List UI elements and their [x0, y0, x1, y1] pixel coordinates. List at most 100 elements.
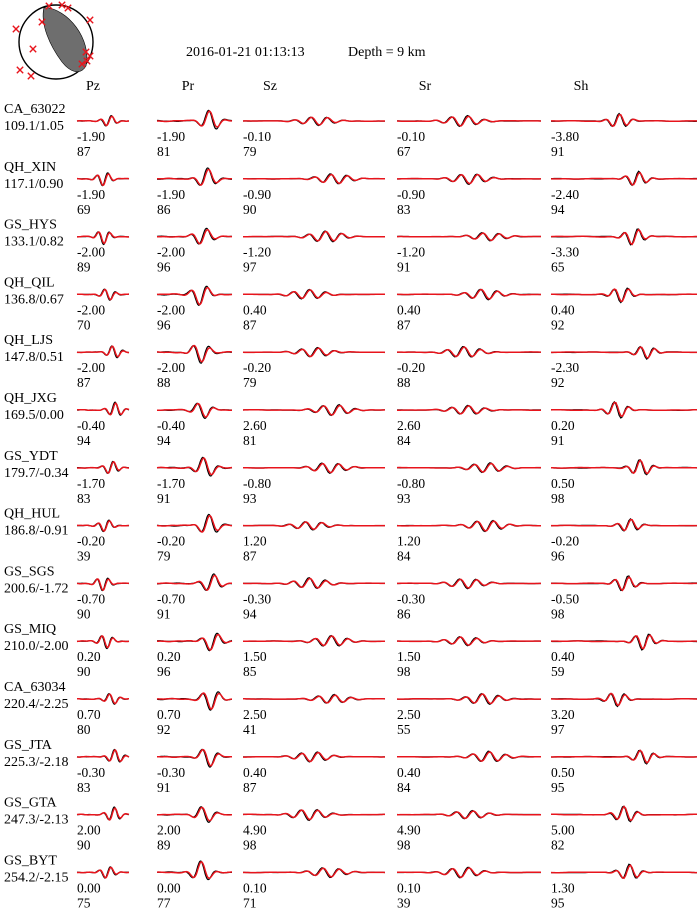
synthetic-trace	[551, 459, 698, 475]
synthetic-trace	[77, 288, 129, 301]
time-shift-label: -1.90	[77, 129, 105, 144]
synthetic-trace	[76, 345, 130, 358]
time-shift-label: 0.70	[157, 707, 181, 722]
station-row: GS_MIQ210.0/-2.000.20900.20961.50851.509…	[4, 622, 698, 679]
synthetic-trace	[551, 576, 697, 592]
synthetic-trace	[550, 864, 697, 880]
station-azimuth-distance: 200.6/-1.72	[4, 581, 69, 596]
station-azimuth-distance: 169.5/0.00	[4, 408, 64, 423]
station-azimuth-distance: 136.8/0.67	[4, 292, 64, 307]
time-shift-label: 3.20	[551, 707, 575, 722]
correlation-label: 41	[243, 722, 257, 737]
time-shift-label: 2.50	[243, 707, 267, 722]
time-shift-label: -0.80	[397, 476, 425, 491]
time-shift-label: 2.50	[397, 707, 421, 722]
station-row: GS_YDT179.7/-0.34-1.7083-1.7091-0.8093-0…	[4, 449, 698, 506]
correlation-label: 91	[397, 260, 411, 275]
correlation-label: 87	[243, 549, 257, 564]
station-marker	[45, 2, 53, 10]
synthetic-trace	[242, 347, 386, 358]
station-azimuth-distance: 109.1/1.05	[4, 119, 64, 134]
time-shift-label: -0.20	[77, 534, 105, 549]
time-shift-label: 1.20	[397, 534, 421, 549]
time-shift-label: -0.30	[243, 591, 271, 606]
beachball-compressional-lobe	[42, 7, 88, 73]
station-name: GS_SGS	[4, 564, 55, 579]
time-shift-label: -0.80	[243, 476, 271, 491]
correlation-label: 90	[77, 664, 91, 679]
synthetic-trace	[157, 748, 232, 767]
synthetic-trace	[551, 634, 697, 650]
correlation-label: 79	[243, 144, 257, 159]
synthetic-trace	[397, 346, 541, 358]
time-shift-label: 0.40	[243, 302, 267, 317]
time-shift-label: 0.70	[77, 707, 101, 722]
correlation-label: 88	[157, 375, 171, 390]
correlation-label: 98	[397, 838, 411, 853]
synthetic-trace	[156, 514, 233, 533]
synthetic-trace	[157, 110, 233, 128]
time-shift-label: 0.40	[397, 765, 421, 780]
correlation-label: 85	[243, 664, 257, 679]
correlation-label: 92	[551, 317, 565, 332]
correlation-label: 91	[157, 606, 171, 621]
station-marker	[58, 1, 66, 9]
synthetic-trace	[242, 404, 386, 416]
correlation-label: 65	[551, 260, 565, 275]
synthetic-trace	[76, 461, 129, 474]
time-shift-label: -0.70	[157, 591, 185, 606]
synthetic-trace	[156, 692, 232, 710]
correlation-label: 87	[243, 780, 257, 795]
correlation-label: 88	[397, 375, 411, 390]
correlation-label: 69	[77, 202, 91, 217]
synthetic-trace	[397, 288, 541, 300]
station-azimuth-distance: 133.1/0.82	[4, 235, 64, 250]
correlation-label: 71	[243, 895, 257, 910]
station-row: QH_LJS147.8/0.51-2.0087-2.0088-0.2079-0.…	[4, 333, 697, 390]
correlation-label: 96	[551, 549, 565, 564]
station-row: QH_QIL136.8/0.67-2.0070-2.00960.40870.40…	[4, 275, 698, 332]
correlation-label: 55	[397, 722, 411, 737]
time-shift-label: 1.20	[243, 534, 267, 549]
station-name: CA_63034	[4, 680, 65, 695]
synthetic-trace	[551, 346, 697, 359]
time-shift-label: -1.20	[397, 245, 425, 260]
station-rows: CA_63022109.1/1.05-1.9087-1.9081-0.1079-…	[4, 102, 698, 910]
correlation-label: 92	[157, 722, 171, 737]
synthetic-trace	[156, 286, 233, 306]
correlation-label: 90	[77, 838, 91, 853]
station-row: CA_63022109.1/1.05-1.9087-1.9081-0.1079-…	[4, 102, 698, 159]
correlation-label: 67	[397, 144, 411, 159]
correlation-label: 95	[551, 895, 565, 910]
correlation-label: 90	[243, 202, 257, 217]
synthetic-trace	[156, 806, 232, 822]
time-shift-label: 2.60	[397, 418, 421, 433]
time-shift-label: 0.20	[77, 649, 101, 664]
synthetic-trace	[76, 866, 129, 879]
synthetic-trace	[76, 115, 129, 127]
time-shift-label: -0.30	[397, 591, 425, 606]
synthetic-trace	[243, 694, 386, 704]
synthetic-trace	[157, 168, 232, 186]
correlation-label: 82	[551, 838, 565, 853]
station-marker	[29, 45, 37, 53]
correlation-label: 87	[77, 375, 91, 390]
station-name: QH_XIN	[4, 160, 56, 175]
synthetic-trace	[550, 228, 697, 246]
synthetic-trace	[243, 463, 385, 474]
station-azimuth-distance: 247.3/-2.13	[4, 813, 69, 828]
station-azimuth-distance: 117.1/0.90	[4, 177, 63, 192]
time-shift-label: 0.20	[157, 649, 181, 664]
time-shift-label: 1.50	[243, 649, 267, 664]
observed-trace	[157, 167, 233, 186]
synthetic-trace	[157, 229, 232, 245]
synthetic-trace	[242, 173, 385, 185]
station-row: GS_JTA225.3/-2.18-0.3083-0.30910.40870.4…	[4, 738, 698, 795]
time-shift-label: 1.50	[397, 649, 421, 664]
station-marker	[83, 57, 91, 65]
time-shift-label: -0.10	[397, 129, 425, 144]
time-shift-label: 1.30	[551, 880, 575, 895]
synthetic-trace	[242, 521, 385, 531]
station-marker	[86, 16, 94, 24]
station-row: CA_63034220.4/-2.250.70800.70922.50412.5…	[4, 680, 698, 737]
